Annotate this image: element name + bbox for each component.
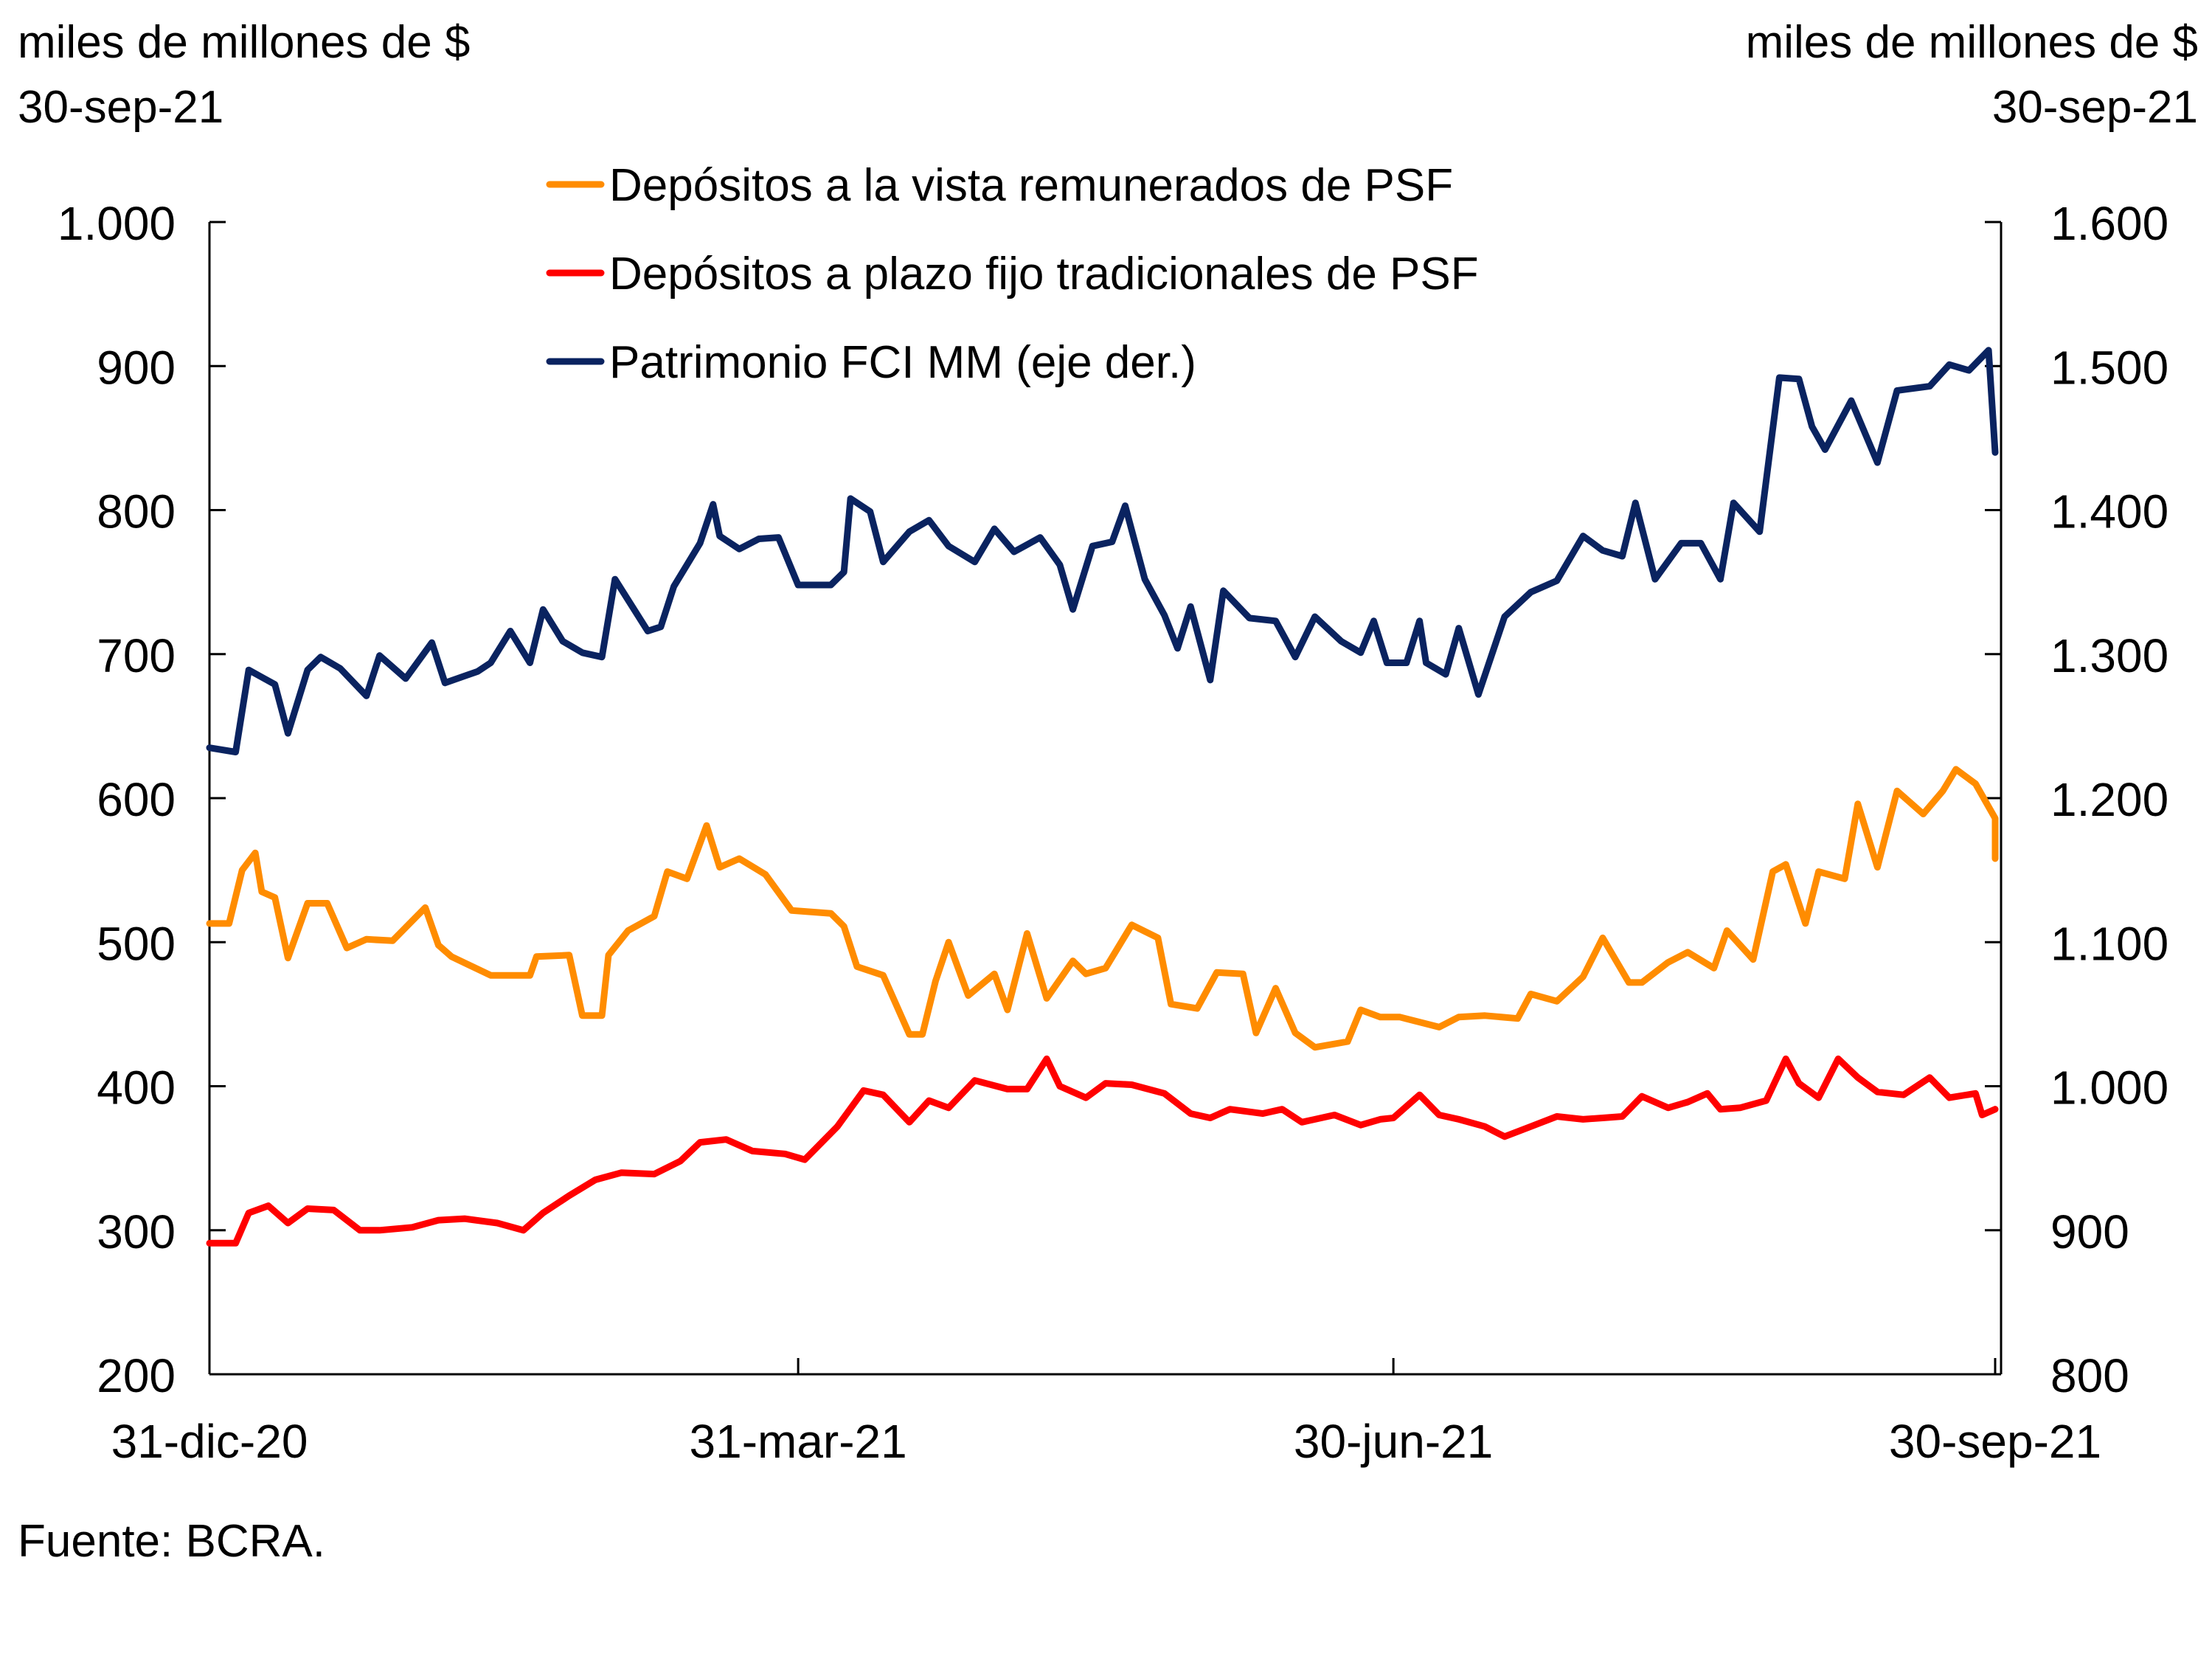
right-y-tick-label: 800 [2050, 1349, 2129, 1402]
source-note: Fuente: BCRA. [18, 1516, 325, 1567]
left-y-tick-label: 900 [97, 341, 176, 394]
left-axis-unit-label: miles de millones de $ [18, 17, 470, 68]
x-tick-label: 31-dic-20 [111, 1415, 308, 1468]
series-plazo-fijo [206, 1055, 1999, 1247]
left-y-tick-label: 800 [97, 485, 176, 538]
axes: 200 300 400 500 600 700 800 900 1.000 800 900 1.000… [58, 197, 2168, 1468]
x-tick-label: 30-sep-21 [1889, 1415, 2101, 1468]
legend-item-vista: Depósitos a la vista remunerados de PSF [546, 160, 1453, 211]
left-y-tick-label: 1.000 [58, 197, 176, 250]
x-tick-label: 30-jun-21 [1294, 1415, 1493, 1468]
series-group [206, 347, 1999, 1247]
right-y-tick-label: 1.600 [2050, 197, 2168, 250]
right-y-tick-label: 900 [2050, 1205, 2129, 1258]
legend-label-plazo-fijo: Depósitos a plazo fijo tradicionales de … [609, 249, 1479, 299]
left-y-tick-label: 700 [97, 629, 176, 682]
left-y-tick-label: 400 [97, 1061, 176, 1115]
legend-item-fci: Patrimonio FCI MM (eje der.) [546, 337, 1196, 388]
left-y-tick-label: 300 [97, 1205, 176, 1258]
legend: Depósitos a la vista remunerados de PSF … [546, 160, 1479, 388]
right-y-tick-label: 1.100 [2050, 917, 2168, 970]
right-y-tick-label: 1.400 [2050, 485, 2168, 538]
left-axis-date-label: 30-sep-21 [18, 82, 223, 133]
legend-item-plazo-fijo: Depósitos a plazo fijo tradicionales de … [546, 249, 1479, 299]
legend-label-fci: Patrimonio FCI MM (eje der.) [609, 337, 1196, 388]
right-axis-date-label: 30-sep-21 [1992, 82, 2198, 133]
right-y-tick-label: 1.000 [2050, 1061, 2168, 1115]
legend-label-vista: Depósitos a la vista remunerados de PSF [609, 160, 1453, 211]
right-y-tick-label: 1.300 [2050, 629, 2168, 682]
right-y-tick-label: 1.500 [2050, 341, 2168, 394]
left-y-tick-label: 500 [97, 917, 176, 970]
series-patrimonio-fci-mm [206, 347, 1999, 755]
right-axis-unit-label: miles de millones de $ [1746, 17, 2198, 68]
series-vista-remunerados [206, 766, 1999, 1051]
right-y-tick-label: 1.200 [2050, 773, 2168, 826]
x-tick-label: 31-mar-21 [690, 1415, 907, 1468]
left-y-tick-label: 600 [97, 773, 176, 826]
left-y-tick-label: 200 [97, 1349, 176, 1402]
